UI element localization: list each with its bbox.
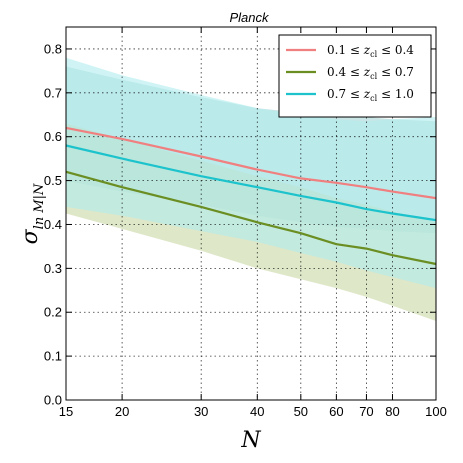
- x-tick-label-100: 100: [425, 404, 447, 419]
- x-tick-label-80: 80: [385, 404, 399, 419]
- x-axis-label: N: [240, 428, 261, 453]
- chart-title: Planck: [229, 10, 270, 25]
- x-tick-label-60: 60: [329, 404, 343, 419]
- legend-label-3: 0.7 ≤ zcl ≤ 1.0: [327, 87, 414, 103]
- x-tick-label-50: 50: [294, 404, 308, 419]
- confidence-bands: [66, 57, 436, 321]
- y-axis-label-main: σ: [18, 228, 43, 244]
- x-tick-label-20: 20: [115, 404, 129, 419]
- legend-label-2: 0.4 ≤ zcl ≤ 0.7: [327, 65, 414, 81]
- x-tick-label-30: 30: [194, 404, 208, 419]
- line-series-3: [65, 144, 437, 222]
- x-tick-label-70: 70: [359, 404, 373, 419]
- legend-label-1: 0.1 ≤ zcl ≤ 0.4: [327, 43, 414, 59]
- legend: 0.1 ≤ zcl ≤ 0.4 0.4 ≤ zcl ≤ 0.7 0.7 ≤ zcl …: [278, 34, 432, 118]
- x-tick-label-15: 15: [59, 404, 73, 419]
- y-tick-label-0.3: 0.3: [44, 261, 62, 276]
- y-tick-label-0.4: 0.4: [44, 217, 62, 232]
- y-axis-label-sub: ln M|N: [32, 183, 47, 229]
- band-series-3: [66, 57, 436, 289]
- y-axis-label: σln M|N: [18, 183, 47, 244]
- y-tick-label-0.5: 0.5: [44, 173, 62, 188]
- plot-frame: [65, 26, 437, 401]
- y-tick-label-0.7: 0.7: [44, 85, 62, 100]
- grid-lines: [66, 27, 436, 400]
- x-tick-label-40: 40: [250, 404, 264, 419]
- line-series-1: [65, 126, 437, 200]
- series-lines: [65, 126, 437, 266]
- tick-labels: 15 20 30 40 50 60 70 80 100 0.0 0.1 0.2 0.3 0.4 0.5 0.6…: [44, 41, 447, 419]
- legend-box: [278, 34, 432, 118]
- y-tick-label-0.6: 0.6: [44, 129, 62, 144]
- y-tick-label-0.2: 0.2: [44, 305, 62, 320]
- y-tick-label-0.1: 0.1: [44, 349, 62, 364]
- y-tick-label-0.8: 0.8: [44, 41, 62, 56]
- y-tick-label-0.0: 0.0: [44, 393, 62, 408]
- line-series-2: [65, 170, 437, 266]
